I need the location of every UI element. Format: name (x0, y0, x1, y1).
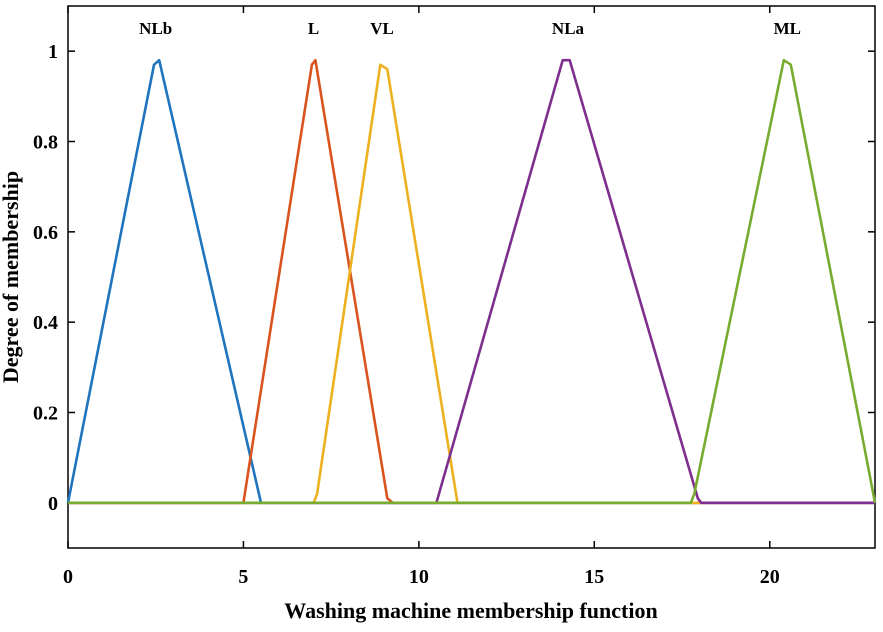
label-vl: VL (370, 19, 394, 38)
series-nla-line (68, 58, 875, 505)
y-axis-ticks: 0 0.2 0.4 0.6 0.8 1 (33, 41, 875, 515)
membership-function-labels: NLb L VL NLa ML (139, 19, 801, 38)
x-tick-label: 20 (760, 566, 780, 588)
y-tick-label: 1 (48, 41, 58, 63)
x-tick-label: 15 (584, 566, 604, 588)
series-l-line (68, 58, 875, 505)
x-axis-ticks: 0 5 10 15 20 (63, 6, 780, 588)
label-ml: ML (774, 19, 801, 38)
y-tick-label: 0.8 (33, 132, 58, 154)
label-nlb: NLb (139, 19, 172, 38)
series-vl-line (68, 63, 875, 505)
y-tick-label: 0.4 (33, 312, 58, 334)
series-lines (66, 58, 877, 505)
y-axis-title: Degree of membership (0, 171, 23, 383)
plot-frame (67, 5, 876, 549)
series-nlb-line (66, 58, 875, 505)
y-tick-label: 0.2 (33, 403, 58, 425)
x-tick-label: 0 (63, 566, 73, 588)
x-tick-label: 10 (409, 566, 429, 588)
y-tick-label: 0.6 (33, 222, 58, 244)
y-tick-label: 0 (48, 493, 58, 515)
plot-area: 0 5 10 15 20 0 0.2 0.4 0.6 0.8 1 NLb L VL NLa ML (33, 5, 877, 588)
label-l: L (308, 19, 319, 38)
label-nla: NLa (552, 19, 585, 38)
x-tick-label: 5 (238, 566, 248, 588)
x-axis-title: Washing machine membership function (284, 598, 657, 623)
series-ml-line (68, 58, 877, 505)
